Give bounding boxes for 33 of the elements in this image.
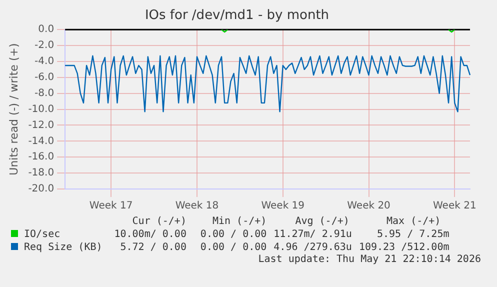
y-tick-label: -2.0 bbox=[34, 40, 54, 52]
x-tick-label: Week 19 bbox=[261, 200, 305, 212]
text: Cur (-/+) bbox=[131, 215, 188, 228]
text: 0.00 / 0.00 bbox=[199, 228, 268, 241]
y-axis-title: Units read (-) / write (+) bbox=[7, 43, 20, 176]
text: 4.96 /279.63u bbox=[272, 241, 353, 254]
x-tick-label: Week 17 bbox=[89, 200, 133, 212]
y-tick-label: -18.0 bbox=[28, 168, 54, 179]
text: Avg (-/+) bbox=[294, 215, 350, 228]
y-tick-label: -4.0 bbox=[34, 56, 54, 68]
legend-label: Req Size (KB) bbox=[23, 241, 104, 254]
text: 0.00 / 0.00 bbox=[199, 241, 268, 254]
text: Max (-/+) bbox=[386, 215, 442, 228]
y-tick-label: -10.0 bbox=[28, 104, 54, 115]
text: Min (-/+) bbox=[211, 215, 268, 228]
text: 11.27m/ 2.91u bbox=[272, 228, 353, 241]
y-tick-label: -20.0 bbox=[28, 184, 54, 195]
x-tick-label: Week 21 bbox=[433, 200, 476, 212]
text: 5.95 / 7.25m bbox=[376, 228, 450, 241]
chart-title: IOs for /dev/md1 - by month bbox=[144, 8, 330, 24]
text: 5.72 / 0.00 bbox=[119, 241, 188, 254]
y-tick-label: -16.0 bbox=[28, 152, 54, 163]
y-tick-label: -6.0 bbox=[34, 72, 54, 84]
y-tick-label: -14.0 bbox=[28, 136, 54, 147]
text: Last update: Thu May 21 22:10:14 2026 bbox=[257, 254, 482, 265]
y-tick-label: -12.0 bbox=[28, 120, 54, 131]
x-tick-label: Week 20 bbox=[347, 200, 390, 212]
y-tick-label: 0.0 bbox=[38, 24, 54, 36]
y-tick-label: -8.0 bbox=[34, 88, 54, 99]
legend-label: IO/sec bbox=[23, 228, 62, 241]
x-tick-label: Week 18 bbox=[175, 200, 219, 212]
text: 10.00m/ 0.00 bbox=[113, 228, 188, 241]
text: 109.23 /512.00m bbox=[358, 241, 450, 254]
